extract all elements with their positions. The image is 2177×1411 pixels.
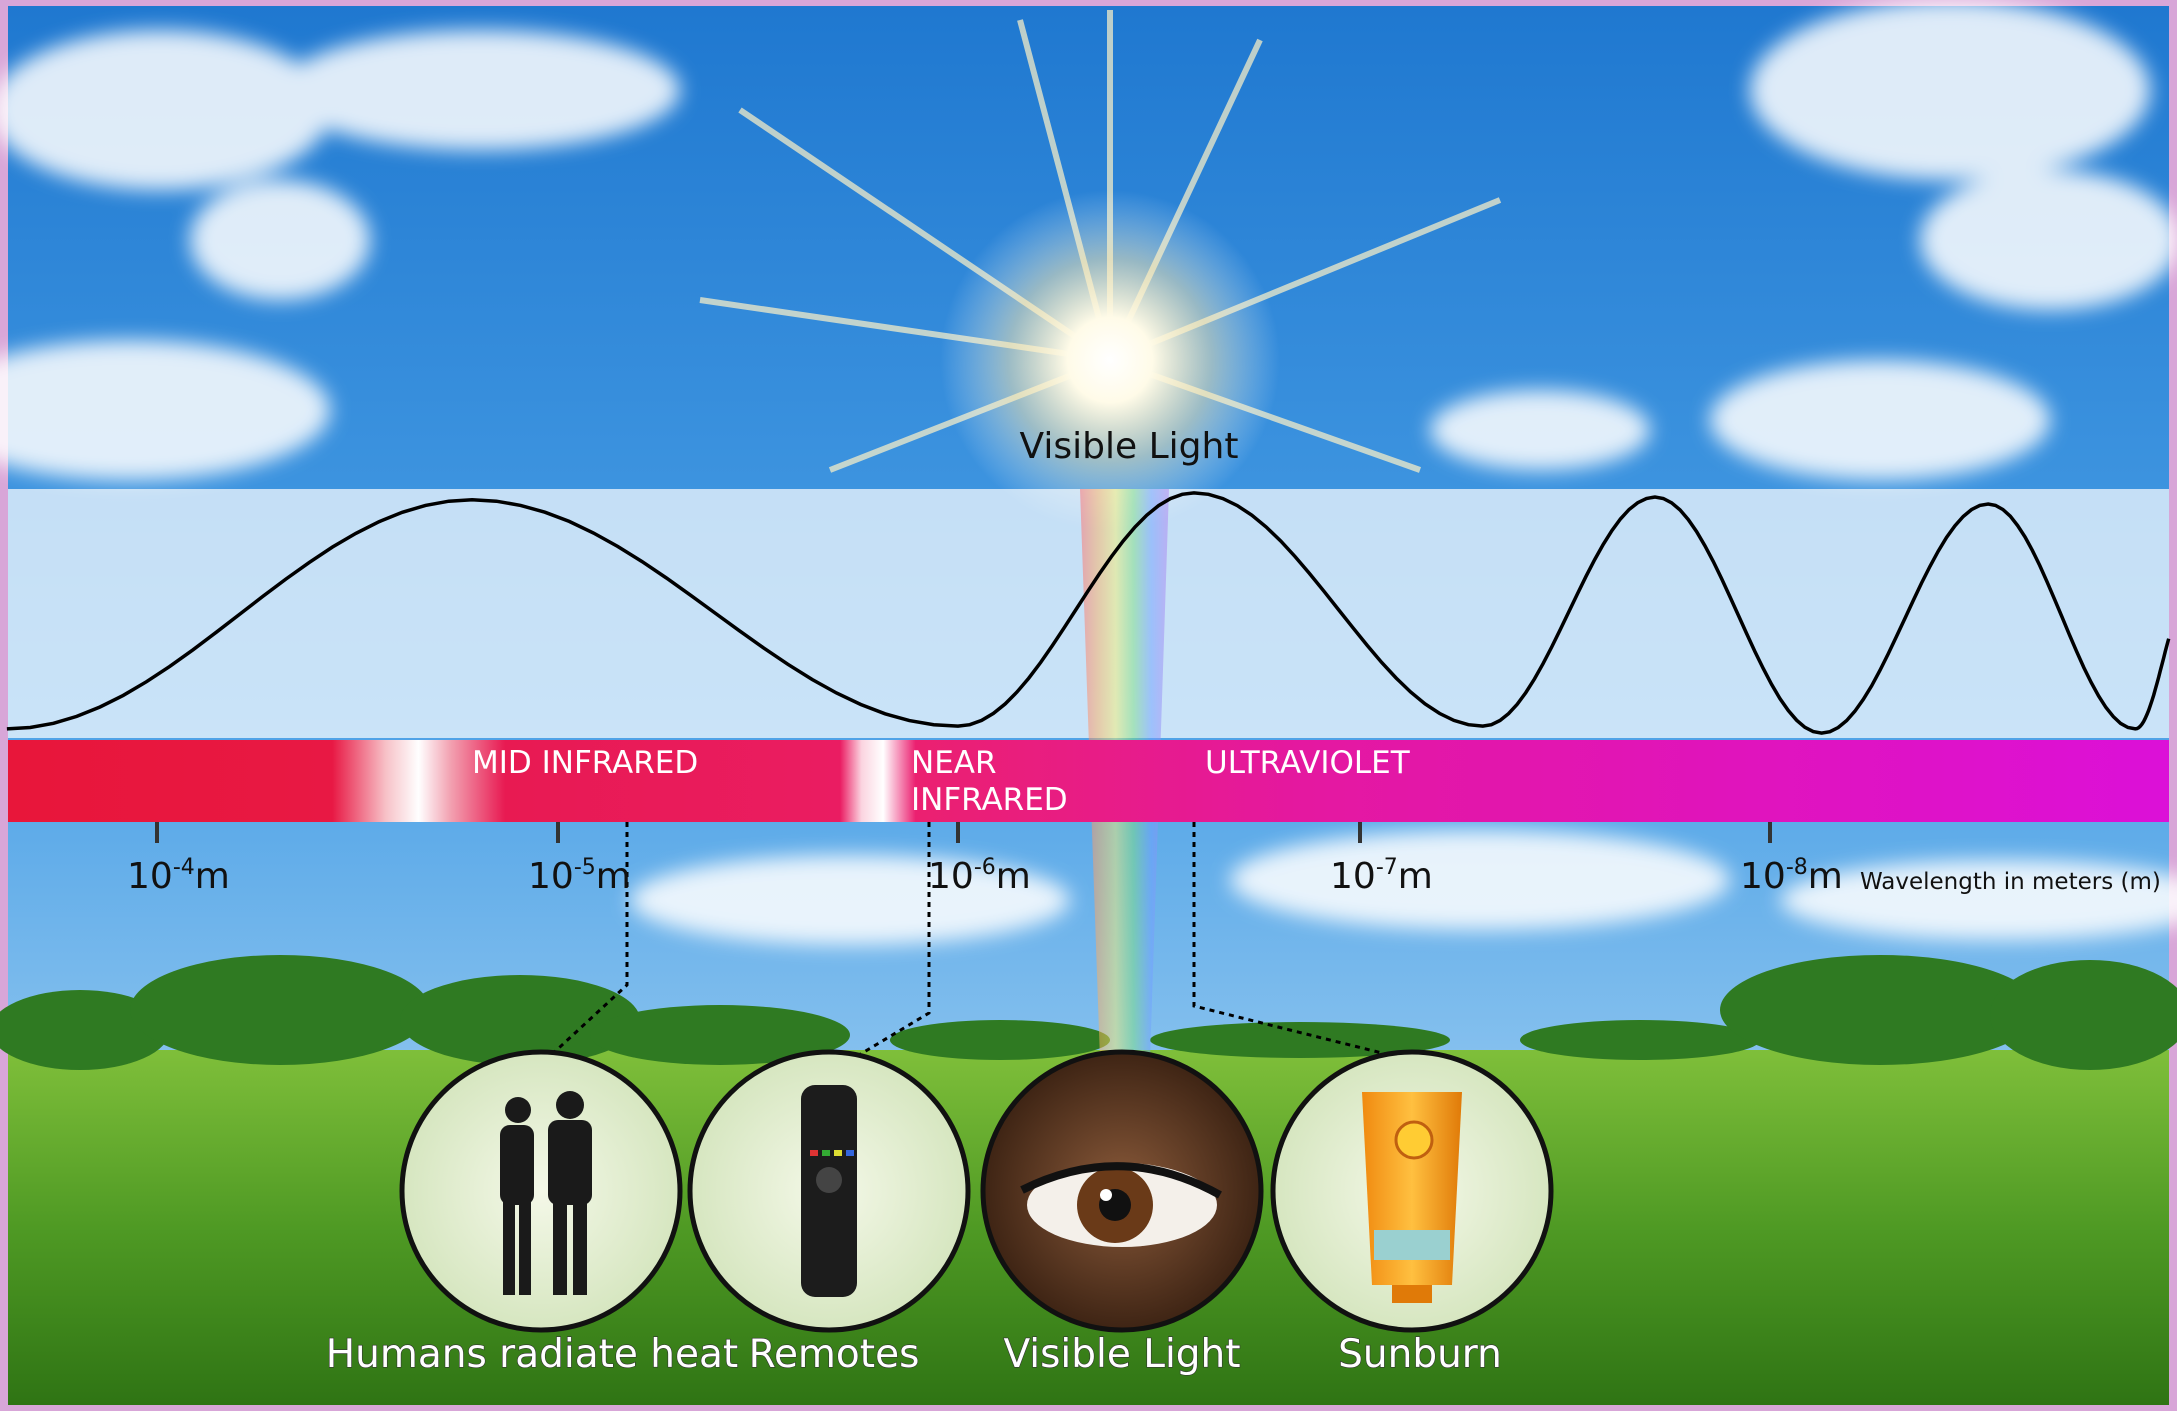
tick-unit: m: [1808, 856, 1843, 897]
example-label: Sunburn: [1338, 1332, 1502, 1377]
tick-base: 10: [1330, 856, 1376, 897]
spectrum-bar: [8, 740, 2169, 822]
tick-base: 10: [528, 856, 574, 897]
tick-exponent: -7: [1376, 855, 1398, 880]
example-label: Humans radiate heat: [326, 1332, 738, 1377]
axis-label: Wavelength in meters (m): [1860, 869, 2161, 895]
title: Visible Light: [1020, 426, 1239, 467]
example-label: Remotes: [749, 1332, 920, 1377]
band-label: ULTRAVIOLET: [1205, 745, 1411, 781]
tick-unit: m: [596, 856, 631, 897]
remote-icon: [801, 1085, 857, 1297]
tick-unit: m: [195, 856, 230, 897]
tick-base: 10: [928, 856, 974, 897]
tick-exponent: -5: [574, 855, 596, 880]
tick-base: 10: [127, 856, 173, 897]
tick-exponent: -6: [974, 855, 996, 880]
page: Visible Light MID INFRARED NEARINFRARED UL…: [0, 0, 2177, 1411]
band-label: MID INFRARED: [472, 745, 698, 781]
tick-exponent: -4: [173, 855, 195, 880]
infographic: Visible Light MID INFRARED NEARINFRARED UL…: [0, 0, 2177, 1411]
tick-unit: m: [1398, 856, 1433, 897]
tick-exponent: -8: [1786, 855, 1808, 880]
sun: [940, 190, 1280, 530]
tick-base: 10: [1740, 856, 1786, 897]
sunscreen-icon: [1362, 1092, 1462, 1303]
tick-unit: m: [996, 856, 1031, 897]
band-label: NEAR: [911, 745, 997, 781]
band-label: INFRARED: [911, 782, 1068, 818]
example-label: Visible Light: [1003, 1332, 1240, 1377]
